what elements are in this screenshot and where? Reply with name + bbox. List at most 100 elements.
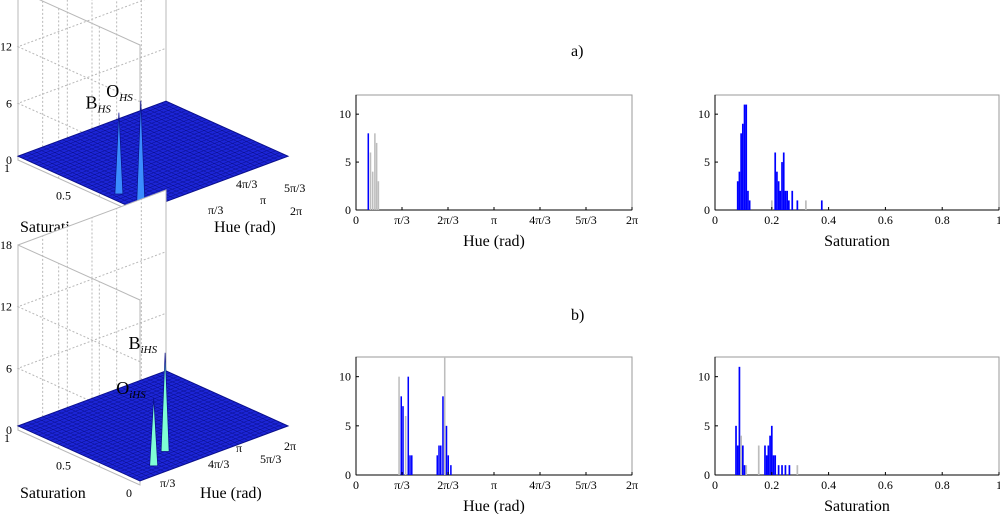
z-tick-label: 0 <box>6 423 12 437</box>
surface-mesh <box>156 374 279 430</box>
histogram-bar <box>743 465 746 475</box>
surface-mesh <box>26 104 175 161</box>
hue-tick-label: 4π/3 <box>208 457 229 471</box>
histogram-bar <box>769 435 771 475</box>
histogram-bar <box>764 445 766 475</box>
surface-peak <box>114 112 124 195</box>
hue-tick-label: 2π <box>284 439 296 453</box>
histogram-bar <box>774 152 777 210</box>
axes-frame <box>714 94 1000 211</box>
surface-peak <box>160 352 170 452</box>
panel-label-b: b) <box>571 307 584 324</box>
sat-tick-label: 0.5 <box>56 459 71 473</box>
x-tick-label: 4π/3 <box>529 478 550 492</box>
x-axis-label: Saturation <box>824 233 890 250</box>
hue-tick-label: 2π <box>290 204 302 218</box>
z-tick-label: 6 <box>6 361 12 375</box>
x-tick-label: 1 <box>996 213 1000 227</box>
histogram-bar <box>440 445 442 475</box>
y-tick-label: 0 <box>704 468 710 482</box>
histogram-bar <box>409 455 411 475</box>
y-tick-label: 10 <box>339 370 351 384</box>
sat-tick-label: 1 <box>4 431 10 445</box>
hue-tick-label: 5π/3 <box>260 452 281 466</box>
surface-mesh <box>160 372 284 428</box>
histogram-bar <box>791 190 794 210</box>
histogram-bar <box>400 396 403 475</box>
surface-mesh <box>151 376 274 432</box>
histogram-bar <box>375 142 378 210</box>
surface-mesh <box>30 106 179 162</box>
y-tick-label: 10 <box>698 107 710 121</box>
histogram-bar <box>438 445 440 475</box>
histogram-bar <box>402 406 404 475</box>
hue-tick-label: π/3 <box>208 203 223 217</box>
histogram-bar <box>411 455 413 475</box>
x-tick-label: 0 <box>712 213 718 227</box>
hue-histogram-a: 0 5 10 0 π/3 2π/3 π 4π/3 5π/3 2π Hue (rad) <box>339 94 638 250</box>
axes-frame <box>355 94 633 211</box>
axes-frame <box>355 356 633 476</box>
z-tick-label: 12 <box>0 300 12 314</box>
x-tick-label: 0.6 <box>878 213 893 227</box>
histogram-bar <box>367 133 370 210</box>
y-tick-label: 0 <box>704 203 710 217</box>
y-tick-label: 0 <box>345 203 351 217</box>
surface-mesh <box>151 106 274 162</box>
x-tick-label: 0.6 <box>878 478 893 492</box>
sat-tick-label: 0 <box>126 486 132 500</box>
histogram-bar <box>404 416 407 475</box>
surface-mesh <box>34 108 183 164</box>
histogram-bar <box>735 425 737 475</box>
histogram-bar <box>738 366 741 475</box>
surface-mesh <box>38 110 187 166</box>
x-tick-label: 0.4 <box>821 213 836 227</box>
surface-mesh <box>26 374 175 430</box>
x-tick-label: 0.2 <box>764 478 779 492</box>
histogram-bar <box>369 152 372 210</box>
peak-label-subscript: iHS <box>141 344 158 356</box>
histogram-bar <box>796 200 799 210</box>
y-tick-label: 5 <box>345 155 351 169</box>
hue-tick-label: π/3 <box>160 476 175 490</box>
hue-tick-label: 5π/3 <box>284 181 305 195</box>
z-tick-label: 0 <box>6 153 12 167</box>
histogram-bar <box>407 376 410 475</box>
histogram-bar <box>741 445 744 475</box>
x-tick-label: 2π/3 <box>437 478 458 492</box>
surface-mesh <box>21 102 171 159</box>
histogram-bar <box>398 376 400 475</box>
histogram-bar <box>436 455 439 475</box>
x-tick-label: 2π <box>626 478 638 492</box>
histogram-bar <box>371 171 374 210</box>
z-tick-label: 6 <box>6 96 12 110</box>
histogram-bar <box>770 200 773 210</box>
histogram-bar <box>741 123 744 210</box>
surface-mesh <box>21 372 171 428</box>
histogram-bar <box>765 455 768 475</box>
histogram-bar <box>777 181 780 210</box>
x-tick-label: 0.4 <box>821 478 836 492</box>
histogram-bar <box>736 445 739 475</box>
histogram-bar <box>747 190 749 210</box>
histogram-bar <box>784 465 787 475</box>
hue-tick-label: 4π/3 <box>236 177 257 191</box>
axes-frame <box>714 356 1000 476</box>
x-tick-label: 0.8 <box>935 213 950 227</box>
histogram-bar <box>743 104 746 210</box>
histogram-bar <box>757 445 760 475</box>
x-axis-label: Hue (rad) <box>214 219 276 236</box>
surface-mesh <box>38 379 187 436</box>
x-axis-label: Hue (rad) <box>200 485 262 502</box>
hue-tick-label: π <box>260 193 266 207</box>
histogram-bar <box>820 200 823 210</box>
histogram-bar <box>447 455 450 475</box>
histogram-bar <box>788 465 791 475</box>
x-tick-label: π/3 <box>394 213 409 227</box>
y-axis-label: Saturation <box>20 485 86 502</box>
histogram-bar <box>776 171 778 210</box>
peak-label-subscript: HS <box>118 92 133 104</box>
